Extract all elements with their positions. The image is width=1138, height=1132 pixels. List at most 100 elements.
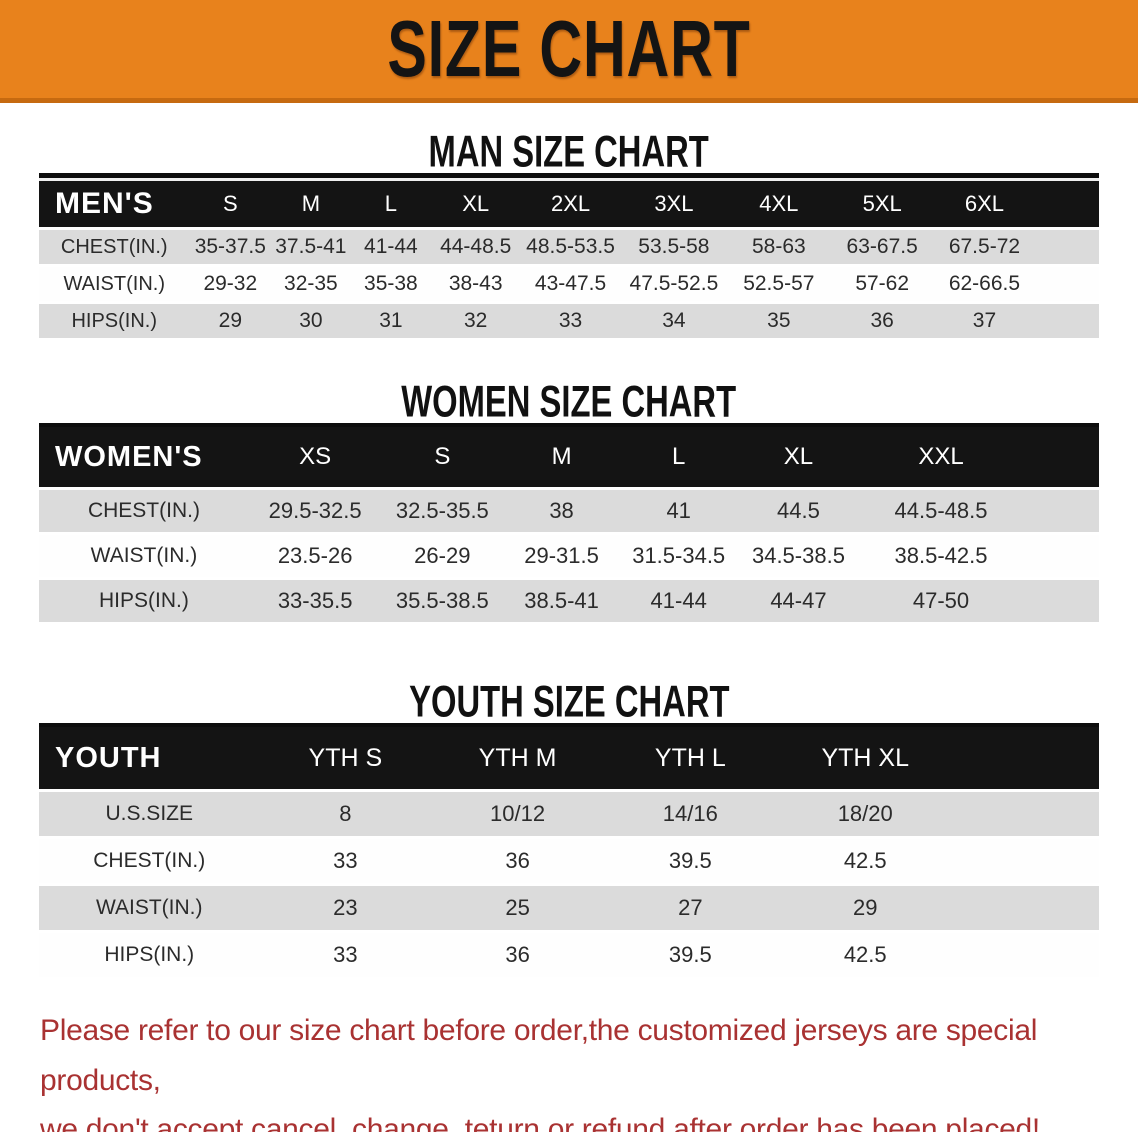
order-notice: Please refer to our size chart before or… [40,1006,1110,1132]
table-category-label: MEN'S [39,178,190,230]
data-cell: 34 [620,304,727,341]
data-cell: 36 [431,933,604,980]
data-cell: 10/12 [431,792,604,839]
data-cell: 37 [933,304,1036,341]
table-category-label: WOMEN'S [39,427,249,490]
data-cell: 37.5-41 [271,230,351,267]
row-label: CHEST(IN.) [39,230,190,267]
spacer-cell [1022,490,1099,535]
data-cell: 29 [189,304,272,341]
spacer-cell [1035,304,1099,341]
size-column-header: XL [737,427,860,490]
row-label: CHEST(IN.) [39,490,249,535]
youth-size-table: YOUTH YTH S YTH M YTH L YTH XL U.S.SIZE 8 10/12… [39,723,1099,980]
order-notice-line-1: Please refer to our size chart before or… [40,1014,1038,1097]
data-cell: 38.5-42.5 [859,535,1023,580]
data-cell: 39.5 [603,933,777,980]
data-cell: 29-31.5 [503,535,620,580]
data-cell: 47.5-52.5 [620,267,727,304]
data-cell: 44.5 [737,490,860,535]
data-cell: 29-32 [189,267,272,304]
data-cell: 41-44 [350,230,432,267]
table-header-row: WOMEN'S XS S M L XL XXL [39,427,1099,490]
data-cell: 36 [830,304,934,341]
data-cell: 67.5-72 [933,230,1036,267]
women-size-table: WOMEN'S XS S M L XL XXL CHEST(IN.) 29.5-32.5 32.5… [39,423,1099,625]
data-cell: 27 [603,886,777,933]
spacer-cell [953,933,1099,980]
data-cell: 42.5 [776,933,954,980]
men-section-heading: MAN SIZE CHART [0,103,1138,173]
data-cell: 44-48.5 [431,230,521,267]
spacer-cell [1022,535,1099,580]
data-cell: 8 [259,792,432,839]
youth-section-heading: YOUTH SIZE CHART [0,625,1138,723]
table-row: HIPS(IN.) 29 30 31 32 33 34 35 36 37 [39,304,1099,341]
order-notice-line-2: we don't accept cancel, change, teturn o… [40,1113,1040,1132]
data-cell: 53.5-58 [620,230,727,267]
data-cell: 38 [503,490,620,535]
data-cell: 35.5-38.5 [381,580,504,625]
data-cell: 25 [431,886,604,933]
data-cell: 48.5-53.5 [520,230,621,267]
size-column-header: L [619,427,738,490]
page-title: SIZE CHART [387,3,751,94]
size-column-header: 2XL [520,178,621,230]
data-cell: 62-66.5 [933,267,1036,304]
banner: SIZE CHART [0,0,1138,103]
data-cell: 63-67.5 [830,230,934,267]
size-column-header: YTH L [603,727,777,792]
table-row: WAIST(IN.) 29-32 32-35 35-38 38-43 43-47.5 47.… [39,267,1099,304]
size-column-header: M [271,178,351,230]
men-section-heading-text: MAN SIZE CHART [428,126,710,177]
data-cell: 18/20 [776,792,954,839]
men-size-table: MEN'S S M L XL 2XL 3XL 4XL 5XL 6XL CHEST(IN.) 35-37… [39,173,1099,341]
data-cell: 58-63 [726,230,831,267]
data-cell: 26-29 [381,535,504,580]
table-header-row: YOUTH YTH S YTH M YTH L YTH XL [39,727,1099,792]
row-label: U.S.SIZE [39,792,260,839]
table-category-label: YOUTH [39,727,260,792]
spacer-cell [953,727,1099,792]
row-label: WAIST(IN.) [39,267,190,304]
data-cell: 23 [259,886,432,933]
spacer-cell [1035,230,1099,267]
size-column-header: 3XL [620,178,727,230]
data-cell: 32 [431,304,521,341]
data-cell: 39.5 [603,839,777,886]
data-cell: 31.5-34.5 [619,535,738,580]
data-cell: 29.5-32.5 [248,490,382,535]
size-column-header: S [189,178,272,230]
table-row: CHEST(IN.) 35-37.5 37.5-41 41-44 44-48.5 48.5… [39,230,1099,267]
size-column-header: M [503,427,620,490]
women-section-heading: WOMEN SIZE CHART [0,341,1138,423]
spacer-cell [953,886,1099,933]
table-row: CHEST(IN.) 33 36 39.5 42.5 [39,839,1099,886]
data-cell: 35-37.5 [189,230,272,267]
data-cell: 33 [259,839,432,886]
data-cell: 35-38 [350,267,432,304]
row-label: HIPS(IN.) [39,304,190,341]
data-cell: 38-43 [431,267,521,304]
table-row: WAIST(IN.) 23 25 27 29 [39,886,1099,933]
size-column-header: YTH M [431,727,604,792]
women-section-heading-text: WOMEN SIZE CHART [401,376,737,427]
size-column-header: L [350,178,432,230]
size-column-header: YTH XL [776,727,954,792]
table-row: HIPS(IN.) 33 36 39.5 42.5 [39,933,1099,980]
size-column-header: XXL [859,427,1023,490]
size-column-header: S [381,427,504,490]
data-cell: 32-35 [271,267,351,304]
spacer-cell [1022,580,1099,625]
data-cell: 35 [726,304,831,341]
table-row: HIPS(IN.) 33-35.5 35.5-38.5 38.5-41 41-44 44-… [39,580,1099,625]
data-cell: 52.5-57 [726,267,831,304]
data-cell: 32.5-35.5 [381,490,504,535]
table-header-row: MEN'S S M L XL 2XL 3XL 4XL 5XL 6XL [39,178,1099,230]
data-cell: 38.5-41 [503,580,620,625]
size-column-header: YTH S [259,727,432,792]
data-cell: 57-62 [830,267,934,304]
data-cell: 30 [271,304,351,341]
size-column-header: XL [431,178,521,230]
